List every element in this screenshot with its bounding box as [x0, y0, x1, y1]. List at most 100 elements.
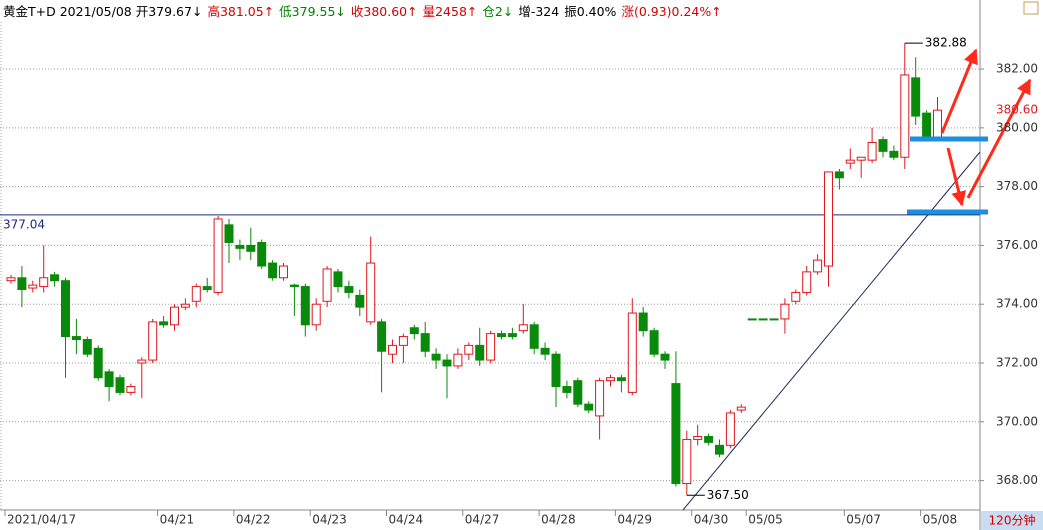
- candle-body: [616, 377, 626, 382]
- candle-body: [660, 353, 670, 361]
- header-item: 增-324: [518, 4, 559, 19]
- candle-body: [627, 312, 637, 393]
- header-item: 收380.60↑: [351, 4, 418, 19]
- candle-body: [333, 271, 343, 288]
- candle-body: [311, 303, 321, 326]
- y-tick-label: 376.00: [996, 238, 1038, 252]
- y-tick-label: 380.00: [996, 120, 1038, 134]
- candle-body: [497, 333, 506, 338]
- candle-body: [322, 268, 332, 302]
- candle-body: [595, 380, 605, 417]
- candle-body: [813, 259, 823, 273]
- candle-body: [562, 386, 572, 393]
- candle-body: [715, 444, 724, 455]
- candle-body: [235, 244, 245, 249]
- x-tick-label: 05/08: [923, 513, 958, 527]
- candle-body: [388, 344, 397, 355]
- candle-body: [246, 244, 256, 252]
- header-item: 振0.40%: [564, 4, 616, 19]
- candle-body: [933, 109, 942, 139]
- x-tick-label: 04/27: [465, 513, 500, 527]
- y-tick-label: 374.00: [996, 297, 1038, 311]
- x-tick-label: 2021/04/17: [7, 513, 76, 527]
- x-tick-label: 04/21: [160, 513, 195, 527]
- header-item: 高381.05↑: [207, 4, 274, 19]
- candle-body: [289, 284, 299, 288]
- header: 黄金T+D 2021/05/08 开379.67↓ 高381.05↑ 低379.55…: [3, 4, 722, 19]
- candle-body: [758, 318, 768, 321]
- candle-body: [518, 324, 528, 332]
- candle-body: [202, 286, 212, 291]
- candle-body: [257, 241, 267, 267]
- candle-body: [867, 142, 877, 161]
- y-tick-label: 382.00: [996, 62, 1038, 76]
- candle-body: [268, 262, 278, 279]
- candle-body: [409, 327, 419, 335]
- y-tick-label: 370.00: [996, 414, 1038, 428]
- last-price-label: 380.60: [996, 103, 1038, 117]
- candle-body: [704, 436, 714, 443]
- candle-body: [50, 274, 60, 282]
- candle-body: [736, 406, 746, 411]
- candle-body: [344, 286, 354, 293]
- settings-icon[interactable]: [1023, 1, 1039, 15]
- candle-body: [824, 171, 833, 267]
- y-tick-label: 378.00: [996, 179, 1038, 193]
- candle-body: [922, 112, 932, 138]
- candle-body: [366, 262, 376, 323]
- candle-body: [769, 318, 779, 321]
- candle-body: [682, 438, 692, 485]
- candle-body: [464, 344, 474, 355]
- candle-body: [453, 353, 463, 367]
- candle-body: [191, 286, 201, 302]
- candle-body: [475, 344, 485, 361]
- candle-body: [224, 224, 234, 243]
- candle-body: [213, 218, 223, 293]
- candle-body: [93, 347, 103, 379]
- candle-body: [725, 412, 735, 446]
- period-box: [981, 511, 1043, 530]
- candle-body: [39, 277, 49, 288]
- candle-body: [377, 321, 387, 352]
- candle-body: [834, 171, 844, 179]
- max-label: 382.88: [925, 36, 967, 50]
- header-text: 黄金T+D 2021/05/08 开379.67↓ 高381.05↑ 低379.55…: [3, 4, 722, 19]
- candle-body: [159, 321, 169, 326]
- candle-body: [802, 271, 812, 293]
- candle-body: [889, 150, 899, 158]
- candle-body: [61, 280, 70, 338]
- candle-body: [420, 333, 430, 352]
- candle-body: [845, 159, 855, 164]
- candle-body: [529, 324, 539, 349]
- min-label: 367.50: [707, 488, 749, 502]
- icon-frame[interactable]: [1023, 1, 1039, 15]
- x-tick-label: 04/29: [617, 513, 652, 527]
- candle-body: [540, 347, 550, 355]
- candle-body: [649, 330, 659, 355]
- arrow: [946, 147, 967, 207]
- header-item: 涨(0.93)0.24%↑: [621, 4, 721, 19]
- candle-body: [82, 338, 92, 355]
- candle-body: [104, 371, 114, 388]
- candle-body: [671, 383, 681, 485]
- candle-body: [431, 353, 441, 361]
- candle-body: [791, 291, 801, 302]
- candle-body: [584, 403, 594, 411]
- candle-body: [170, 306, 179, 326]
- x-tick-label: 04/22: [236, 513, 271, 527]
- header-item: 低379.55↓: [279, 4, 346, 19]
- x-tick-label: 04/24: [389, 513, 424, 527]
- y-tick-label: 372.00: [996, 356, 1038, 370]
- candle-body: [911, 77, 921, 117]
- x-tick-label: 04/23: [312, 513, 347, 527]
- header-item: 量2458↑: [423, 4, 478, 19]
- candle-body: [900, 74, 910, 158]
- candle-body: [856, 156, 866, 161]
- candle-body: [180, 303, 190, 308]
- candle-body: [573, 380, 583, 405]
- candle-body: [878, 139, 888, 152]
- candle-body: [693, 436, 703, 440]
- candle-body: [115, 377, 125, 393]
- candle-body: [28, 284, 38, 289]
